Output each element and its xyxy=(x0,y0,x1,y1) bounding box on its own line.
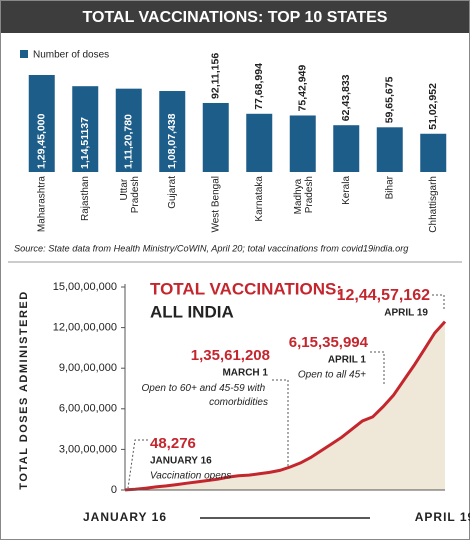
value-label: 1,08,07,438 xyxy=(166,113,178,169)
value-label: 92,11,156 xyxy=(210,53,222,99)
area-subtitle: ALL INDIA xyxy=(150,302,234,321)
leader xyxy=(432,294,445,310)
line xyxy=(124,320,447,492)
legend-label: Number of doses xyxy=(33,50,109,61)
bar xyxy=(28,75,55,172)
source-note: Source: State data from Health Ministry/… xyxy=(14,243,409,253)
x-tick-label: West Bengal xyxy=(210,176,221,233)
bar xyxy=(202,102,229,172)
chart-title: TOTAL VACCINATIONS: TOP 10 STATES xyxy=(83,9,388,26)
x-tick-label: Chhattisgarh xyxy=(428,176,439,233)
y-tick-label: 0 xyxy=(111,484,117,496)
x-tick-label: Karnataka xyxy=(254,176,265,222)
annotation-leaders xyxy=(127,294,445,489)
value-label: 59,65,675 xyxy=(384,76,396,123)
y-tick-label: 6,00,00,000 xyxy=(59,403,117,415)
annotation-number: 6,15,35,994 xyxy=(289,334,369,351)
x-tick-label: APRIL 19 xyxy=(415,510,470,524)
x-tick-label: Gujarat xyxy=(167,176,178,209)
x-tick-label: Uttar Pradesh xyxy=(118,176,140,213)
annotation-date: APRIL 19 xyxy=(384,308,428,319)
annotations: 48,276 JANUARY 16 Vaccination opens 1,35… xyxy=(142,287,431,481)
y-tick-label: 15,00,00,000 xyxy=(53,281,117,293)
y-tick-label: 3,00,00,000 xyxy=(59,443,117,455)
value-label: 75,42,949 xyxy=(297,65,309,112)
legend-swatch xyxy=(20,50,28,58)
annotation-date: JANUARY 16 xyxy=(150,456,212,467)
bar xyxy=(333,125,360,172)
bar xyxy=(420,133,447,172)
bar xyxy=(115,88,142,172)
value-label: 62,43,833 xyxy=(340,74,352,121)
annotation-number: 1,35,61,208 xyxy=(191,347,270,364)
value-label: 1,14,51137 xyxy=(79,117,91,169)
annotation-date: APRIL 1 xyxy=(328,355,367,366)
annotation-number: 48,276 xyxy=(150,435,196,452)
bar xyxy=(159,91,186,172)
y-tick-label: 12,00,00,000 xyxy=(53,322,117,334)
x-tick-label: Bihar xyxy=(384,175,395,199)
bar xyxy=(72,86,99,172)
value-label: 1,11,20,780 xyxy=(123,114,135,169)
leader xyxy=(272,379,289,470)
x-tick-label: Maharashtra xyxy=(36,176,47,233)
value-label: 51,02,952 xyxy=(427,83,439,130)
leader xyxy=(127,439,148,489)
annotation-note: Open to 60+ and 45-59 with comorbidities xyxy=(142,383,268,408)
annotation-date: MARCH 1 xyxy=(222,368,268,379)
value-label: 1,29,45,000 xyxy=(36,113,48,169)
header-bar xyxy=(1,1,469,33)
leader xyxy=(370,351,385,386)
annotation-number: 12,44,57,162 xyxy=(337,287,431,304)
x-tick-label: Rajasthan xyxy=(80,176,91,221)
annotation-note: Open to all 45+ xyxy=(298,370,366,381)
area-title: TOTAL VACCINATIONS: xyxy=(150,279,342,298)
value-label: 77,68,994 xyxy=(253,63,265,110)
x-tick-label: Madhya Pradesh xyxy=(292,176,314,214)
x-tick-label: Kerala xyxy=(341,176,352,205)
x-tick-label: JANUARY 16 xyxy=(83,510,167,524)
bar xyxy=(246,113,273,172)
annotation-note: Vaccination opens xyxy=(150,471,231,482)
y-axis-label: TOTAL DOSES ADMINISTERED xyxy=(18,290,30,489)
bar xyxy=(376,127,403,172)
y-tick-label: 9,00,00,000 xyxy=(59,362,117,374)
bar xyxy=(289,115,316,172)
area-fill xyxy=(125,321,445,490)
